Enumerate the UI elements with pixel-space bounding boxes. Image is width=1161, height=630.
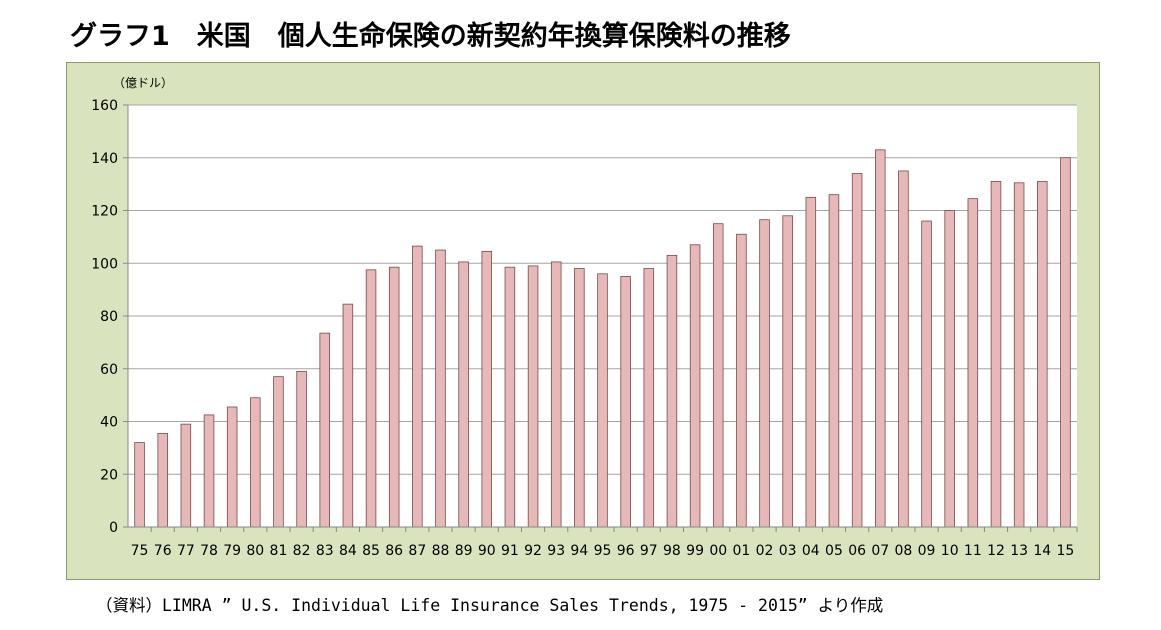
x-tick-label: 11 xyxy=(964,543,982,559)
x-tick-label: 76 xyxy=(154,543,172,559)
bar-99 xyxy=(689,244,701,528)
bar-91 xyxy=(504,266,516,528)
x-tick-label: 92 xyxy=(524,543,542,559)
y-tick-label: 20 xyxy=(100,467,118,483)
bar-03 xyxy=(782,215,793,528)
source-note: （資料）LIMRA ” U.S. Individual Life Insuran… xyxy=(96,596,884,615)
bar-78 xyxy=(203,414,215,528)
bar-87 xyxy=(412,245,423,528)
bar-07 xyxy=(875,149,886,528)
x-tick-label: 01 xyxy=(732,543,750,559)
bar-04 xyxy=(805,196,817,528)
x-tick-label: 88 xyxy=(432,543,450,559)
x-tick-label: 82 xyxy=(293,543,311,559)
bar-84 xyxy=(342,303,354,528)
x-tick-label: 78 xyxy=(200,543,218,559)
bar-92 xyxy=(527,265,539,528)
y-tick-label: 40 xyxy=(100,415,118,431)
bar-83 xyxy=(319,332,331,528)
x-tick-label: 79 xyxy=(223,543,241,559)
y-tick-label: 100 xyxy=(91,256,118,272)
bar-06 xyxy=(851,173,863,528)
bar-11 xyxy=(967,198,979,528)
bar-82 xyxy=(296,370,307,528)
bar-10 xyxy=(944,210,955,528)
chart-frame: （億ドル） 0 20 40 60 80 100 120 140 160 75 76 77 78 79 80… xyxy=(66,62,1100,580)
bar-93 xyxy=(550,261,562,528)
x-tick-label: 12 xyxy=(987,543,1005,559)
bar-75 xyxy=(134,442,145,528)
x-tick-label: 86 xyxy=(385,543,403,559)
bar-96 xyxy=(620,276,631,528)
y-axis-unit-label: （億ドル） xyxy=(113,76,173,90)
x-tick-label: 75 xyxy=(131,543,149,559)
x-tick-label: 95 xyxy=(594,543,612,559)
x-tick-label: 15 xyxy=(1057,543,1075,559)
bar-00 xyxy=(712,223,724,528)
x-tick-label: 84 xyxy=(339,543,357,559)
x-tick-label: 02 xyxy=(756,543,774,559)
x-tick-label: 90 xyxy=(478,543,496,559)
y-tick-label: 140 xyxy=(91,151,118,167)
x-tick-label: 81 xyxy=(270,543,288,559)
bar-08 xyxy=(898,170,909,528)
bar-81 xyxy=(273,376,284,528)
x-tick-label: 93 xyxy=(547,543,565,559)
bar-88 xyxy=(435,249,446,528)
x-tick-label: 07 xyxy=(871,543,889,559)
x-tick-label: 00 xyxy=(709,543,727,559)
x-tick-label: 99 xyxy=(686,543,704,559)
x-tick-label: 13 xyxy=(1010,543,1028,559)
bar-80 xyxy=(250,397,261,528)
y-tick-label: 120 xyxy=(91,204,118,220)
y-tick-label: 160 xyxy=(91,98,118,114)
y-tick-label: 0 xyxy=(109,520,118,536)
bar-13 xyxy=(1013,182,1025,528)
x-tick-label: 83 xyxy=(316,543,334,559)
x-tick-label: 94 xyxy=(570,543,588,559)
bar-76 xyxy=(157,432,168,528)
x-tick-label: 97 xyxy=(640,543,658,559)
x-tick-label: 04 xyxy=(802,543,820,559)
bar-86 xyxy=(388,266,400,528)
x-tick-label: 91 xyxy=(501,543,519,559)
bar-02 xyxy=(759,219,770,528)
x-tick-label: 85 xyxy=(362,543,380,559)
bar-85 xyxy=(365,269,377,528)
bar-79 xyxy=(226,406,238,528)
bar-94 xyxy=(574,268,585,528)
x-tick-label: 09 xyxy=(918,543,936,559)
x-tick-label: 80 xyxy=(246,543,264,559)
bar-97 xyxy=(643,268,655,528)
bar-90 xyxy=(481,250,493,528)
bar-77 xyxy=(180,423,192,528)
x-tick-label: 89 xyxy=(455,543,473,559)
x-tick-label: 10 xyxy=(941,543,959,559)
bar-89 xyxy=(458,261,469,528)
bar-05 xyxy=(828,194,840,528)
x-tick-label: 06 xyxy=(848,543,866,559)
x-tick-label: 05 xyxy=(825,543,843,559)
bar-15 xyxy=(1060,157,1071,528)
x-tick-label: 98 xyxy=(663,543,681,559)
chart-title: グラフ1 米国 個人生命保険の新契約年換算保険料の推移 xyxy=(70,21,791,52)
x-tick-label: 77 xyxy=(177,543,195,559)
y-tick-label: 80 xyxy=(100,309,118,325)
x-tick-label: 87 xyxy=(408,543,426,559)
bar-12 xyxy=(990,181,1002,528)
y-tick-label: 60 xyxy=(100,362,118,378)
x-tick-label: 14 xyxy=(1033,543,1051,559)
x-tick-label: 08 xyxy=(894,543,912,559)
bar-14 xyxy=(1037,181,1048,528)
bar-95 xyxy=(597,273,608,528)
bar-98 xyxy=(666,254,678,528)
x-tick-label: 96 xyxy=(617,543,635,559)
bar-09 xyxy=(921,220,932,528)
bar-01 xyxy=(736,233,747,528)
x-tick-label: 03 xyxy=(779,543,797,559)
